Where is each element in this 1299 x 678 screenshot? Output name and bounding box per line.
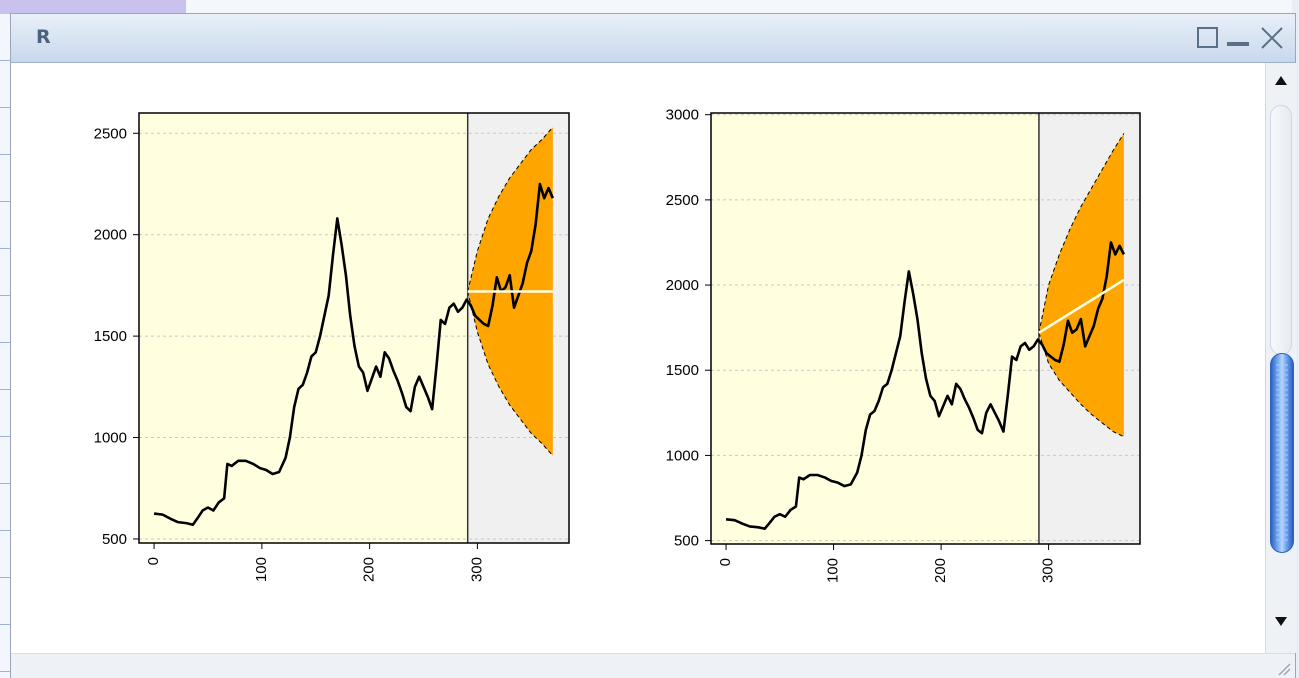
y-tick-label: 1000 [666, 447, 699, 464]
forecast-upper-bound [1038, 133, 1125, 333]
y-tick-label: 2500 [94, 125, 127, 142]
train-region [711, 113, 1039, 544]
plot-frame [138, 112, 570, 544]
chart-panel-2: 500 1000 1500 2000 2500 3000 0 100 200 300 [666, 107, 1141, 583]
y-tick-label: 500 [102, 531, 127, 548]
series-line [153, 182, 555, 527]
r-graphics-window: R 500 1000 1500 2000 2500 0 100 200 300 500 1000 15… [10, 13, 1296, 678]
x-tick-label: 300 [468, 557, 485, 582]
y-tick-label: 500 [674, 533, 699, 550]
status-bar [11, 653, 1295, 678]
y-tick-label: 1500 [94, 328, 127, 345]
forecast-mean-line [1038, 278, 1125, 334]
y-tick-label: 2000 [94, 227, 127, 244]
maximize-icon [1197, 27, 1218, 48]
x-tick-label: 0 [145, 557, 162, 565]
close-button[interactable] [1260, 26, 1284, 50]
y-tick-label: 2500 [666, 192, 699, 209]
scroll-thumb[interactable] [1270, 353, 1294, 553]
y-tick-label: 2000 [666, 277, 699, 294]
x-tick-label: 200 [932, 558, 949, 583]
title-bar[interactable]: R [11, 14, 1295, 63]
plot-frame [710, 112, 1141, 545]
vertical-scrollbar[interactable] [1265, 63, 1296, 653]
minimize-button[interactable] [1226, 26, 1250, 50]
forecast-lower-bound [467, 291, 554, 457]
x-tick-label: 0 [717, 558, 734, 566]
resize-grip-icon[interactable] [1275, 660, 1291, 676]
x-tick-label: 100 [253, 557, 270, 582]
y-tick-label: 3000 [666, 107, 699, 124]
y-tick-label: 1000 [94, 430, 127, 447]
background-list-strip [0, 14, 12, 678]
plot-canvas: 500 1000 1500 2000 2500 0 100 200 300 500 1000 1500… [11, 63, 1265, 653]
x-tick-label: 200 [361, 557, 378, 582]
scroll-track[interactable] [1270, 105, 1292, 355]
background-tab [0, 0, 186, 14]
scroll-down-icon[interactable] [1266, 608, 1296, 634]
scroll-up-icon[interactable] [1266, 67, 1296, 93]
x-tick-label: 300 [1040, 558, 1057, 583]
close-icon [1261, 27, 1283, 49]
minimize-icon [1227, 42, 1249, 46]
forecast-lower-bound [1038, 332, 1125, 438]
chart-panel-1: 500 1000 1500 2000 2500 0 100 200 300 [94, 112, 570, 582]
y-tick-label: 1500 [666, 362, 699, 379]
series-line [725, 241, 1126, 530]
maximize-button[interactable] [1196, 26, 1220, 50]
forecast-upper-bound [467, 126, 554, 292]
x-tick-label: 100 [825, 558, 842, 583]
window-title: R [36, 26, 51, 48]
train-region [139, 113, 468, 543]
